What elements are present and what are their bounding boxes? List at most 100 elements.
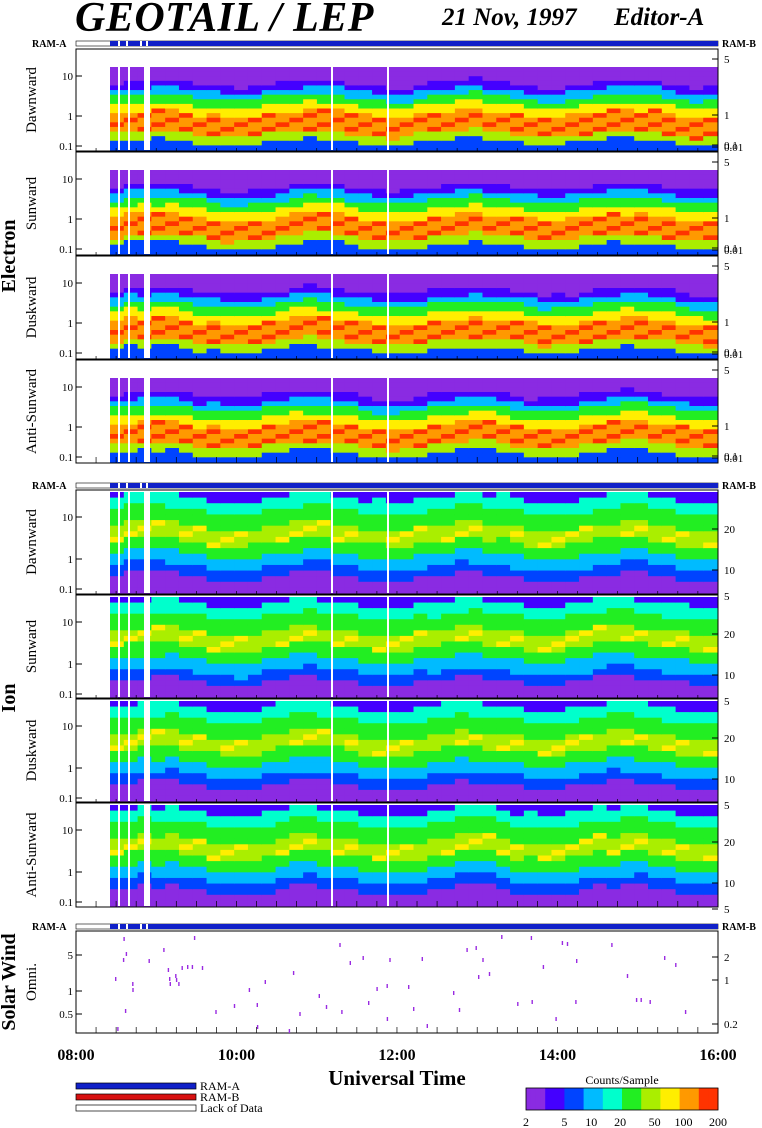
spectro-cell <box>551 278 566 284</box>
spectro-cell <box>496 608 511 615</box>
spectro-cell <box>247 145 263 151</box>
spectro-cell <box>261 140 277 146</box>
spectro-cell <box>620 174 635 180</box>
spectro-cell <box>468 85 484 91</box>
spectro-cell <box>316 67 332 73</box>
spectro-cell <box>551 520 566 527</box>
spectro-cell <box>592 302 608 308</box>
spectro-cell <box>441 306 456 312</box>
spectro-cell <box>372 325 387 331</box>
spectro-cell <box>661 536 677 544</box>
spectro-cell <box>565 630 580 637</box>
spectro-cell <box>330 240 346 246</box>
spectro-cell <box>220 249 235 255</box>
spectro-cell <box>289 216 304 222</box>
spectro-cell <box>510 292 525 298</box>
spectro-cell <box>620 608 635 615</box>
electron-ram-bar-label-a: RAM-A <box>32 39 67 50</box>
spectro-cell <box>220 597 235 604</box>
spectro-cell <box>579 140 594 146</box>
spectro-cell <box>123 221 139 227</box>
spectro-cell <box>592 520 608 527</box>
spectro-cell <box>385 410 401 416</box>
spectro-cell <box>551 103 566 110</box>
spectro-cell <box>427 179 442 185</box>
spectro-cell <box>123 559 139 566</box>
spectro-cell <box>399 126 415 133</box>
spectro-cell <box>661 202 677 208</box>
spectro-cell <box>648 378 663 384</box>
spectro-cell <box>634 392 649 398</box>
spectro-cell <box>427 103 442 110</box>
spectro-cell <box>330 438 346 444</box>
spectro-cell <box>496 283 511 289</box>
spectro-cell <box>634 641 649 648</box>
electron-dawnward-ytick-left: 1 <box>68 111 74 123</box>
spectro-cell <box>703 71 718 77</box>
spectro-cell <box>579 674 594 681</box>
spectro-cell <box>261 658 277 665</box>
spectro-cell <box>399 685 415 693</box>
spectro-cell <box>123 378 139 384</box>
spectro-cell <box>385 67 401 73</box>
spectro-cell <box>247 90 263 96</box>
spectro-cell <box>592 429 608 435</box>
spectro-cell <box>399 576 415 583</box>
spectro-cell <box>358 99 373 105</box>
spectro-cell <box>344 635 359 643</box>
spectro-cell <box>523 117 539 123</box>
spectro-cell <box>427 429 442 435</box>
spectro-cell <box>289 348 304 354</box>
spectro-cell <box>648 320 663 326</box>
spectro-cell <box>303 378 318 384</box>
spectro-cell <box>579 438 594 444</box>
spectro-cell <box>110 669 125 676</box>
spectro-cell <box>372 443 387 449</box>
spectro-cell <box>565 230 580 236</box>
spectro-cell <box>123 624 139 631</box>
spectro-cell <box>247 424 263 430</box>
spectro-cell <box>399 145 415 151</box>
spectro-cell <box>192 503 208 510</box>
spectro-cell <box>441 424 456 430</box>
spectro-cell <box>689 353 704 359</box>
spectro-cell <box>537 249 553 255</box>
spectro-cell <box>454 179 470 185</box>
spectro-cell <box>537 570 553 577</box>
spectro-cell <box>275 635 290 643</box>
spectro-cell <box>454 348 470 354</box>
spectro-cell <box>634 531 649 538</box>
spectro-cell <box>592 320 608 326</box>
spectro-cell <box>358 525 373 532</box>
spectro-cell <box>344 94 359 100</box>
spectro-cell <box>689 339 704 345</box>
spectro-cell <box>316 174 332 180</box>
spectro-cell <box>123 353 139 359</box>
spectro-cell <box>413 174 428 180</box>
spectro-cell <box>372 292 387 298</box>
spectro-cell <box>648 184 663 190</box>
spectro-cell <box>303 548 318 555</box>
spectro-cell <box>496 531 511 538</box>
spectro-cell <box>689 382 704 388</box>
spectro-cell <box>482 448 497 454</box>
spectro-cell <box>537 316 553 322</box>
spectro-cell <box>110 641 125 648</box>
spectro-cell <box>206 685 221 693</box>
spectro-cell <box>330 76 346 82</box>
spectro-cell <box>206 520 221 527</box>
spectro-cell <box>579 415 594 421</box>
spectro-cell <box>399 508 415 516</box>
electron-duskward-label: Duskward <box>24 276 40 338</box>
spectro-cell <box>634 325 649 331</box>
spectro-cell <box>606 145 622 151</box>
spectro-cell <box>220 353 235 359</box>
spectro-cell <box>537 647 553 654</box>
spectro-cell <box>565 410 580 416</box>
spectro-cell <box>178 292 194 298</box>
spectro-cell <box>289 339 304 345</box>
spectro-cell <box>399 184 415 190</box>
spectro-cell <box>372 587 387 594</box>
spectro-cell <box>385 635 401 643</box>
spectro-cell <box>648 202 663 208</box>
